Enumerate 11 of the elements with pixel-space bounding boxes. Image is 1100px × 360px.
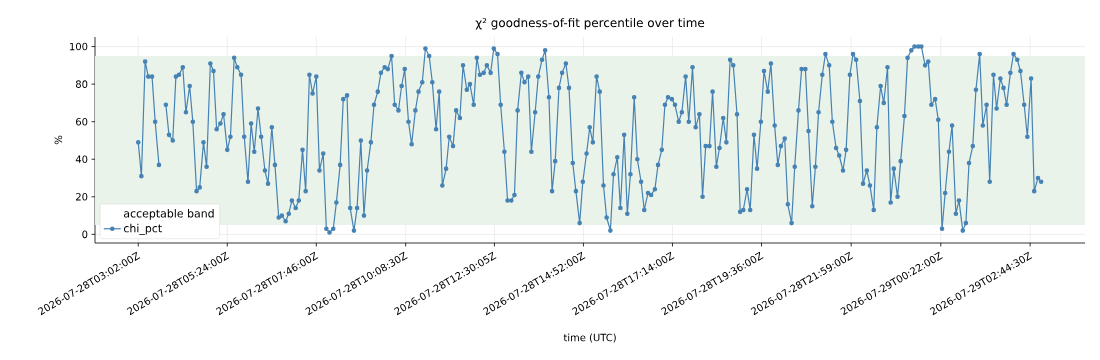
x-axis-title: time (UTC) [563,333,616,343]
y-tick-label: 0 [82,230,88,239]
legend-label: chi_pct [123,223,162,235]
y-tick-label: 80 [75,80,88,88]
y-tick-label: 20 [76,193,88,201]
y-tick-label: 60 [76,117,88,126]
y-tick-label: 40 [75,155,88,164]
chart-title: χ² goodness-of-fit percentile over time [475,17,705,30]
y-axis-title: % [54,135,63,145]
y-tick-label: 100 [70,42,88,51]
band-label: acceptable band [124,209,214,220]
